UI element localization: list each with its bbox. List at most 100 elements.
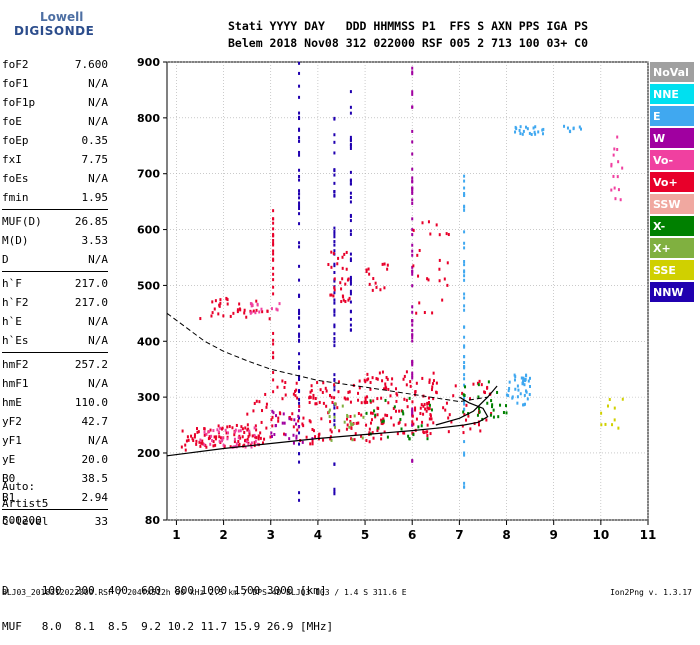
echo-point — [400, 427, 403, 431]
echo-point — [371, 376, 374, 380]
echo-point — [271, 415, 274, 419]
echo-point — [349, 191, 352, 195]
echo-point — [364, 398, 367, 402]
echo-point — [236, 308, 239, 312]
echo-point — [350, 423, 353, 427]
echo-point — [239, 436, 242, 440]
echo-point — [403, 374, 406, 378]
echo-point — [514, 125, 517, 129]
param-name: hmF1 — [2, 377, 29, 390]
echo-point — [328, 410, 331, 414]
echo-point — [298, 442, 301, 446]
echo-point — [444, 408, 447, 412]
param-row: D N/A — [2, 250, 108, 269]
echo-point — [295, 436, 298, 440]
echo-point — [213, 435, 216, 439]
param-value: 33 — [94, 515, 108, 528]
echo-point — [412, 228, 415, 232]
param-row: h`E N/A — [2, 312, 108, 331]
echo-point — [219, 436, 222, 440]
echo-point — [349, 259, 352, 263]
echo-point — [417, 274, 420, 278]
echo-point — [233, 437, 236, 441]
echo-point — [489, 413, 492, 417]
echo-point — [330, 395, 333, 399]
echo-point — [298, 278, 301, 282]
echo-point — [477, 423, 480, 427]
echo-point — [463, 179, 466, 183]
echo-point — [517, 388, 520, 392]
param-value: 0.35 — [81, 134, 109, 147]
echo-point — [463, 400, 466, 404]
echo-point — [528, 393, 531, 397]
echo-point — [334, 402, 337, 406]
echo-point — [392, 423, 395, 427]
echo-point — [298, 360, 301, 364]
echo-point — [428, 380, 431, 384]
x-tick-label: 11 — [640, 528, 657, 542]
echo-point — [349, 252, 352, 256]
echo-point — [411, 458, 414, 462]
echo-point — [463, 274, 466, 278]
echo-point — [349, 144, 352, 148]
echo-point — [463, 344, 466, 348]
echo-point — [384, 398, 387, 402]
echo-point — [298, 390, 301, 394]
echo-point — [211, 439, 214, 443]
echo-point — [446, 283, 449, 287]
echo-point — [293, 418, 296, 422]
echo-point — [333, 313, 336, 317]
echo-point — [354, 432, 357, 436]
echo-point — [237, 429, 240, 433]
param-value: N/A — [88, 434, 108, 447]
echo-point — [349, 282, 352, 286]
echo-point — [241, 435, 244, 439]
echo-point — [478, 379, 481, 383]
echo-point — [463, 335, 466, 339]
echo-point — [411, 407, 414, 411]
echo-point — [298, 332, 301, 336]
echo-point — [430, 408, 433, 412]
echo-point — [578, 125, 581, 129]
echo-point — [236, 310, 239, 314]
echo-point — [465, 403, 468, 407]
echo-point — [438, 279, 441, 283]
echo-point — [333, 181, 336, 185]
echo-point — [221, 439, 224, 443]
echo-point — [252, 309, 255, 313]
echo-point — [394, 409, 397, 413]
echo-point — [420, 403, 423, 407]
echo-point — [610, 188, 613, 192]
echo-point — [513, 378, 516, 382]
echo-point — [298, 241, 301, 245]
echo-point — [341, 255, 344, 259]
auto-label: Auto: — [2, 480, 36, 493]
echo-point — [295, 388, 298, 392]
legend-item: E — [650, 106, 694, 126]
param-row: h`F2 217.0 — [2, 293, 108, 312]
echo-point — [411, 66, 414, 70]
echo-point — [197, 430, 200, 434]
echo-point — [333, 419, 336, 423]
echo-point — [272, 221, 275, 225]
echo-point — [461, 424, 464, 428]
echo-point — [349, 200, 352, 204]
echo-point — [294, 389, 297, 393]
param-value: N/A — [88, 315, 108, 328]
echo-point — [284, 393, 287, 397]
echo-point — [411, 179, 414, 183]
echo-point — [321, 390, 324, 394]
echo-point — [349, 170, 352, 174]
echo-point — [330, 265, 333, 269]
echo-point — [191, 437, 194, 441]
echo-point — [357, 421, 360, 425]
echo-point — [411, 339, 414, 343]
echo-point — [616, 175, 619, 179]
echo-point — [349, 257, 352, 261]
echo-point — [411, 228, 414, 232]
param-name: B1 — [2, 491, 16, 504]
param-row: M(D) 3.53 — [2, 231, 108, 250]
echo-point — [330, 250, 333, 254]
echo-point — [260, 420, 263, 424]
echo-point — [405, 383, 408, 387]
